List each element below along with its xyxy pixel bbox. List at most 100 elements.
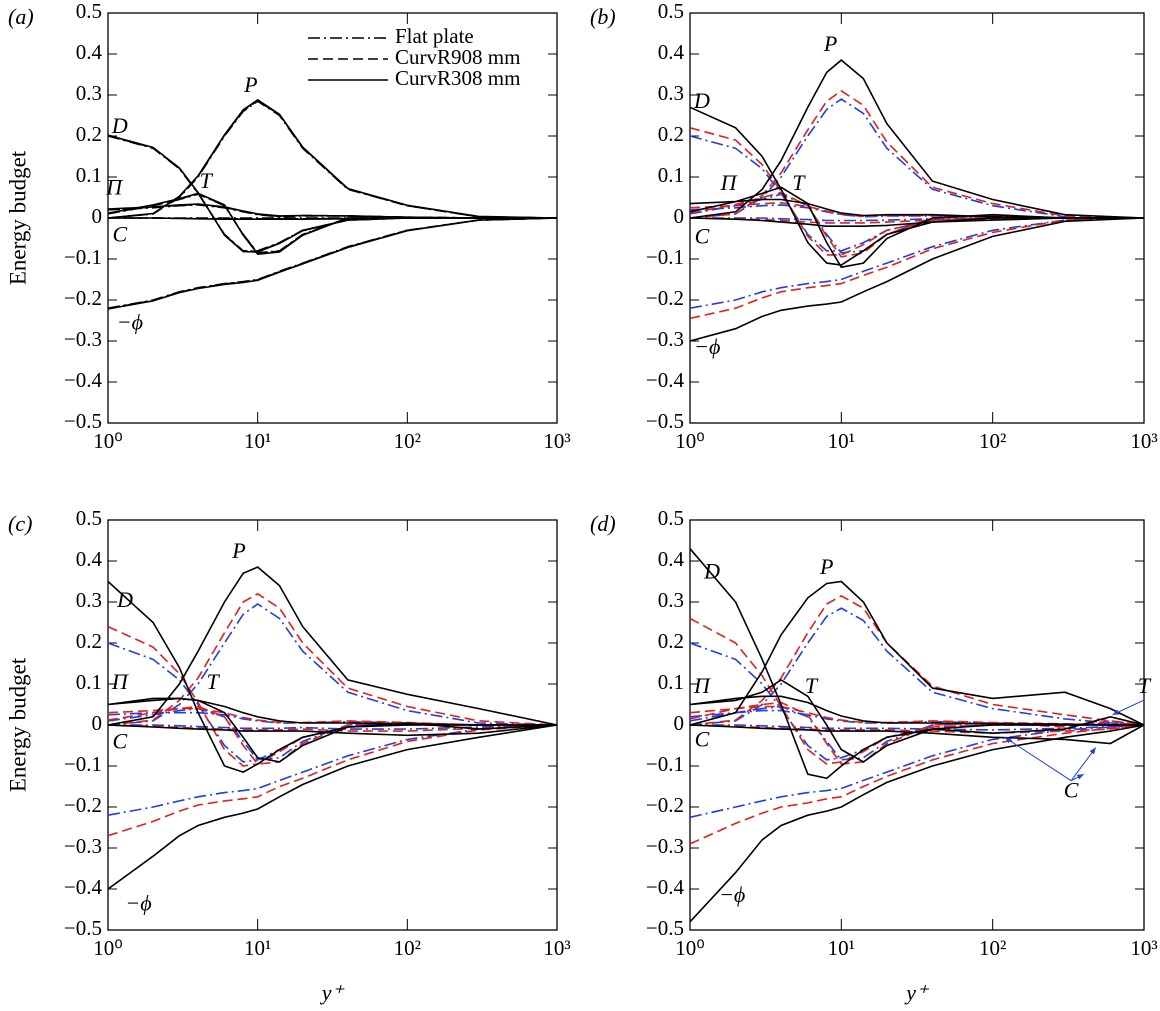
y-tick-label: 0 [92,204,103,228]
curve [107,724,558,837]
term-label: −ϕ [117,310,143,335]
y-tick-label: 0.2 [658,629,684,653]
x-tick-label: 10⁰ [93,936,122,960]
curve [107,566,558,726]
y-tick-label: −0.3 [646,834,684,858]
annotation-arrow [1004,736,1072,782]
panel-label: (d) [590,511,616,536]
y-tick-label: −0.1 [646,245,684,269]
y-tick-label: −0.2 [64,286,102,310]
y-tick-label: −0.2 [646,286,684,310]
y-tick-label: 0.3 [658,588,684,612]
y-tick-label: 0 [674,204,685,228]
y-tick-label: −0.4 [64,368,103,392]
panel-label: (a) [8,4,34,29]
y-tick-label: −0.4 [64,875,103,899]
curve [107,697,557,726]
term-label: D [693,88,710,113]
curve [689,642,1144,761]
annotation-arrow [1070,747,1097,781]
y-tick-label: −0.1 [646,752,684,776]
y-axis-label: Energy budget [5,657,30,792]
x-tick-label: 10³ [1130,429,1157,453]
curve [107,724,558,737]
curve [107,580,557,773]
curve [689,186,1144,269]
term-label: C [1064,778,1079,803]
curve [107,592,558,726]
y-tick-label: −0.5 [64,916,102,940]
y-tick-label: −0.2 [646,793,684,817]
y-tick-label: 0.2 [658,122,684,146]
y-tick-label: 0.4 [76,547,103,571]
legend-label: CurvR908 mm [395,45,520,69]
term-label: −ϕ [694,334,720,359]
curve [689,106,1144,266]
term-label: P [823,31,837,56]
curve [689,548,1144,780]
y-tick-label: 0 [92,711,103,735]
panel-label: (c) [8,511,32,536]
term-label: T [792,170,806,195]
arrow-head [1004,737,1012,744]
term-label: C [113,221,128,246]
y-tick-label: −0.2 [64,793,102,817]
curve [689,217,1145,309]
term-label: C [113,728,128,753]
term-label: D [111,113,128,138]
y-tick-label: 0.1 [658,670,684,694]
y-axis-label: Energy budget [5,150,30,285]
curve [108,217,557,220]
y-tick-label: 0.3 [76,588,102,612]
curve [689,678,1145,763]
curve [107,98,558,219]
curve [107,192,557,255]
arrow-head [1076,774,1084,780]
x-axis-label: y⁺ [320,980,346,1005]
term-label: C [695,726,710,751]
curve [689,198,1144,219]
x-tick-label: 10¹ [244,429,271,453]
curve [107,625,557,767]
term-label: Π [105,174,123,199]
x-tick-label: 10² [394,429,421,453]
y-tick-label: 0.3 [658,81,684,105]
y-tick-label: 0.5 [658,0,684,23]
y-tick-label: −0.5 [646,409,684,433]
curve [107,135,557,252]
curve [690,724,1145,731]
curve [689,617,1144,765]
term-label: −ϕ [125,890,151,915]
curve [107,134,557,253]
curve [689,217,1145,342]
x-tick-label: 10⁰ [675,936,704,960]
arrow-head [1112,709,1120,715]
curve [689,607,1145,726]
curve [689,709,1144,726]
curve [689,701,1145,765]
term-label: Π [720,170,738,195]
curve [107,603,558,726]
curve [689,59,1145,219]
y-tick-label: 0.4 [658,547,685,571]
curve [107,217,558,310]
term-label: Π [111,669,129,694]
curve [689,217,1145,320]
term-label: T [200,168,214,193]
x-tick-label: 10¹ [244,936,271,960]
y-tick-label: −0.1 [64,245,102,269]
x-tick-label: 10³ [543,429,570,453]
curve [689,217,1144,227]
term-label: D [116,587,133,612]
y-tick-label: 0.1 [76,163,102,187]
y-tick-label: 0.4 [658,40,685,64]
legend-label: Flat plate [395,24,474,48]
x-tick-label: 10⁰ [93,429,122,453]
term-label: T [1138,673,1152,698]
curve [107,217,558,310]
y-tick-label: −0.4 [646,368,685,392]
y-tick-label: 0.5 [658,506,684,530]
curve [689,724,1145,845]
curve [689,705,1145,761]
